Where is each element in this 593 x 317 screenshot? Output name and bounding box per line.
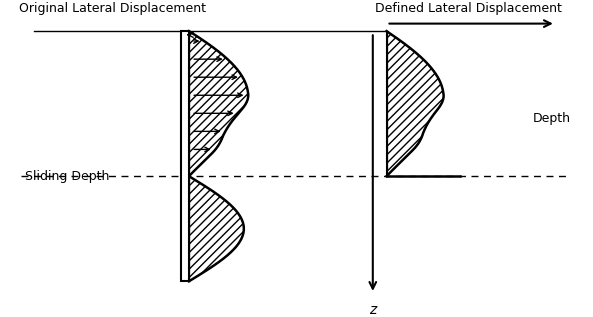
Text: z: z: [369, 302, 377, 317]
Polygon shape: [189, 31, 248, 176]
Text: Sliding Depth: Sliding Depth: [25, 170, 110, 183]
Text: Original Lateral Displacement: Original Lateral Displacement: [18, 2, 206, 15]
Polygon shape: [387, 31, 444, 176]
Text: Depth: Depth: [533, 112, 571, 125]
Bar: [181, 31, 189, 281]
Text: Defined Lateral Displacement: Defined Lateral Displacement: [375, 2, 562, 15]
Polygon shape: [189, 176, 244, 281]
